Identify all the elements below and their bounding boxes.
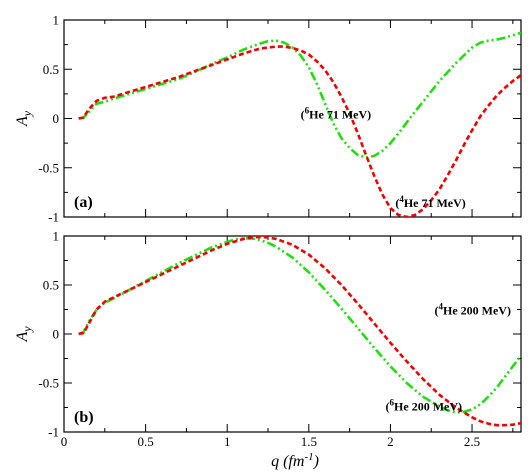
panel-label: (a)	[74, 194, 93, 211]
x-tick-label: 2	[387, 434, 394, 449]
x-tick-label: 0	[61, 434, 68, 449]
y-tick-label: 0.5	[43, 62, 59, 77]
series-annotation: (4He 200 MeV)	[434, 301, 510, 317]
y-axis-title: Ay	[14, 110, 34, 127]
series-line-dotted	[78, 45, 521, 217]
series-annotation: (6He 71 MeV)	[301, 106, 371, 122]
series-line-dash-dot-dot	[78, 237, 521, 414]
x-tick-label: 1	[224, 434, 231, 449]
y-tick-label: 0	[53, 111, 60, 126]
panel-b: 0 0.5 1 1.5 2 2.5 1 0.5 0 -0.5 -1 Ay (b) (4He 200 MeV…	[14, 229, 522, 449]
y-tick-label: 0.5	[43, 278, 59, 293]
panel-a: 1 0.5 0 -0.5 -1 Ay (a) (6He 71 MeV) (4He 71 MeV)	[14, 13, 522, 225]
x-axis-title: q (fm-1)	[271, 451, 319, 470]
y-tick-label: -0.5	[38, 376, 59, 391]
y-tick-label: -0.5	[38, 160, 59, 175]
series-annotation: (6He 200 MeV)	[386, 397, 462, 413]
y-tick-label: 1	[53, 13, 60, 28]
y-tick-label: 0	[53, 327, 60, 342]
plot-frame	[63, 19, 522, 218]
x-tick-label: 0.5	[137, 434, 153, 449]
y-tick-label: -1	[48, 210, 59, 225]
series-annotation: (4He 71 MeV)	[395, 194, 465, 210]
y-tick-label: -1	[48, 425, 59, 440]
x-tick-label: 2.5	[464, 434, 480, 449]
y-axis-title: Ay	[14, 326, 34, 343]
x-tick-label: 1.5	[301, 434, 317, 449]
panel-label: (b)	[74, 409, 94, 426]
series-line-dotted	[78, 236, 521, 427]
series-line-dash-dot-dot	[78, 31, 521, 159]
y-tick-label: 1	[53, 229, 60, 244]
